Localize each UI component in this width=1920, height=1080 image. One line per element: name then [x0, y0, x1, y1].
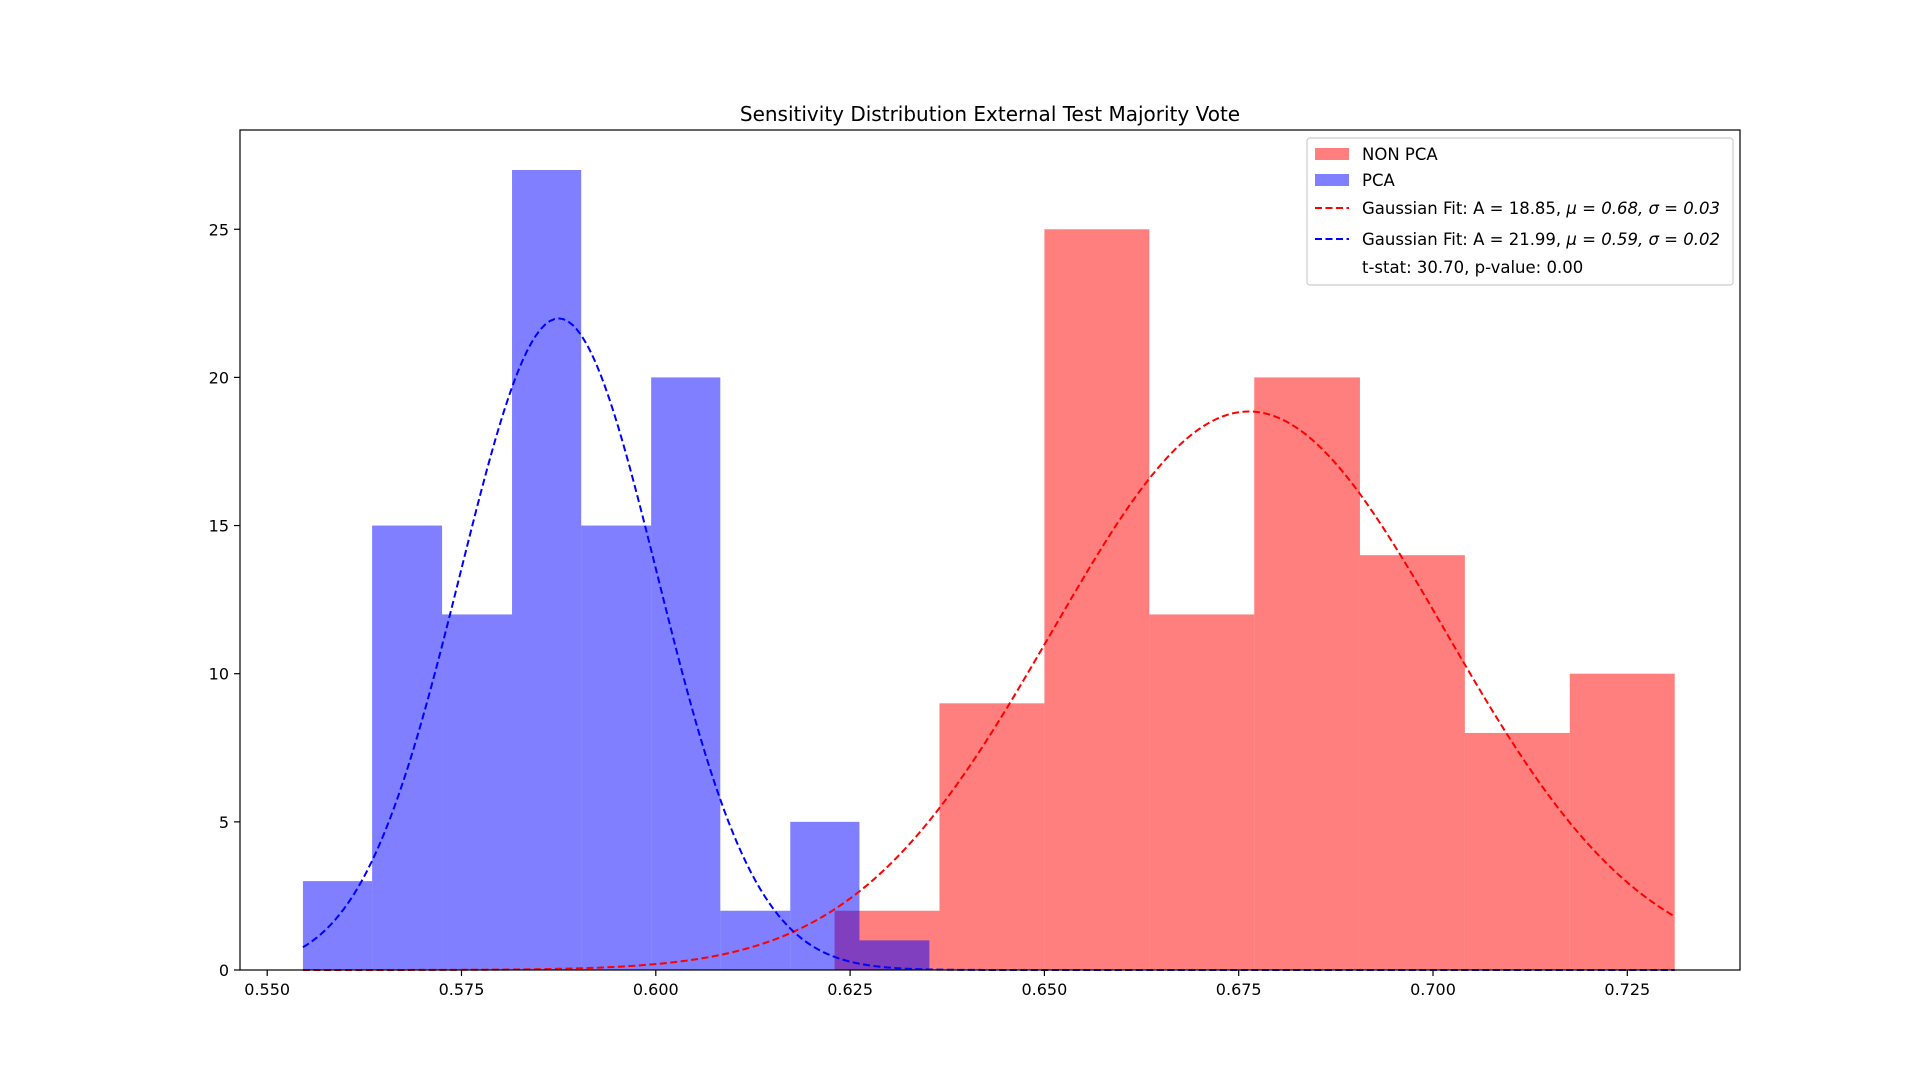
y-tick-label: 15 [209, 517, 229, 536]
x-tick-label: 0.675 [1216, 980, 1262, 999]
pca-bar-4 [512, 170, 582, 970]
x-tick-label: 0.600 [633, 980, 679, 999]
pca-bar-6 [651, 377, 721, 970]
pca-bar-7 [720, 910, 791, 970]
legend-blue-fit-sigma: σ = 0.02 [1648, 230, 1720, 249]
chart-title: Sensitivity Distribution External Test M… [740, 102, 1240, 126]
non-pca-histogram [834, 229, 1675, 970]
pca-histogram [302, 170, 930, 970]
legend-box [1306, 137, 1734, 286]
y-tick-label: 10 [209, 665, 229, 684]
x-tick-label: 0.725 [1604, 980, 1650, 999]
legend-blue-fit-prefix: Gaussian Fit: A = 21.99, [1362, 230, 1566, 249]
y-tick-label: 25 [209, 220, 229, 239]
legend-red-fit-sigma: σ = 0.03 [1648, 199, 1720, 218]
x-tick-label: 0.625 [827, 980, 873, 999]
non-pca-bar-4 [1149, 614, 1255, 970]
x-tick-label: 0.575 [439, 980, 485, 999]
legend-label-non-pca: NON PCA [1362, 145, 1438, 164]
legend-red-fit-prefix: Gaussian Fit: A = 18.85, [1362, 199, 1566, 218]
y-tick-label: 0 [219, 961, 229, 980]
plot-frame [239, 129, 1741, 971]
non-pca-bar-6 [1359, 555, 1465, 970]
pca-bar-5 [581, 525, 652, 970]
legend-swatch-non-pca [1315, 148, 1349, 160]
y-tick-label: 5 [219, 813, 229, 832]
legend-label-blue-fit: Gaussian Fit: A = 21.99, μ = 0.59, σ = 0… [1362, 230, 1720, 249]
non-pca-bar-3 [1044, 229, 1150, 970]
non-pca-bar-5 [1254, 377, 1360, 970]
pca-bar-9 [859, 940, 930, 970]
x-tick-label: 0.650 [1021, 980, 1067, 999]
non-pca-bar-8 [1569, 673, 1675, 970]
legend-label-pca: PCA [1362, 171, 1395, 190]
legend-annotation-tstat: t-stat: 30.70, p-value: 0.00 [1362, 258, 1583, 277]
legend-label-red-fit: Gaussian Fit: A = 18.85, μ = 0.68, σ = 0… [1362, 199, 1720, 218]
legend: NON PCA PCA Gaussian Fit: A = 18.85, μ =… [1306, 137, 1734, 286]
legend-red-fit-mu: μ = 0.68, [1565, 199, 1648, 218]
pca-bar-3 [442, 614, 513, 970]
y-axis: 0 5 10 15 20 25 [209, 220, 240, 980]
y-tick-label: 20 [209, 368, 229, 387]
x-axis: 0.550 0.575 0.600 0.625 0.650 0.675 0.700 0.725 [244, 970, 1650, 999]
pca-bar-1 [302, 881, 373, 970]
legend-blue-fit-mu: μ = 0.59, [1565, 230, 1648, 249]
non-pca-bar-2 [939, 703, 1045, 970]
pca-bar-2 [372, 525, 443, 970]
x-tick-label: 0.550 [244, 980, 290, 999]
x-tick-label: 0.700 [1410, 980, 1456, 999]
pca-bar-8 [790, 821, 860, 970]
legend-swatch-pca [1315, 174, 1349, 186]
non-pca-bar-7 [1464, 732, 1570, 970]
